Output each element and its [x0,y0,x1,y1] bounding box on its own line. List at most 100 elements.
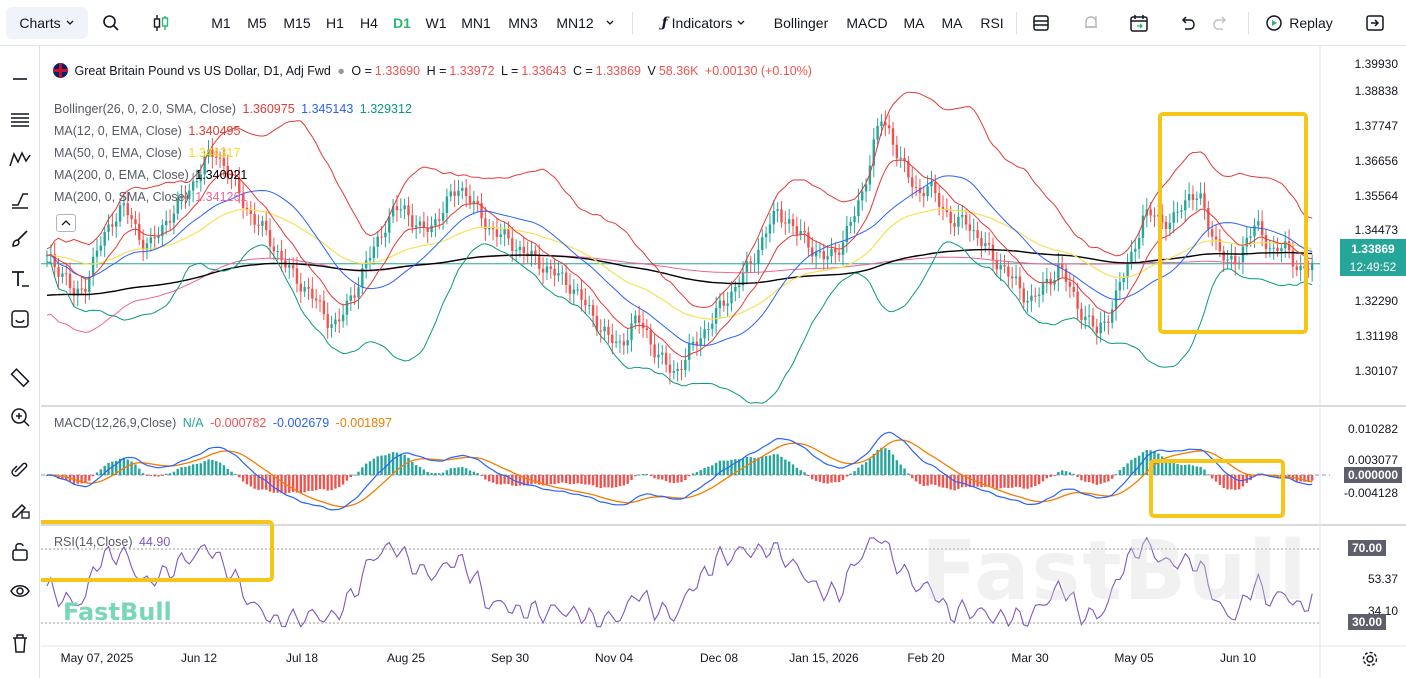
macd-histogram-bar [664,475,668,482]
text-tool[interactable] [4,264,36,294]
candle-body [999,265,1002,270]
quick-indicator-macd[interactable]: MACD [842,7,892,39]
macd-histogram-bar [830,475,833,483]
chart-area[interactable]: FastBull FastBull Great Britain Pound vs… [41,46,1406,678]
collapse-legend-button[interactable] [56,214,76,232]
macd-histogram-bar [345,475,349,481]
timeframe-m1[interactable]: M1 [208,7,234,39]
layout-button[interactable] [1026,7,1056,39]
timeframe-mn12[interactable]: MN12 [552,7,598,39]
macd-histogram-bar [484,475,487,480]
macd-histogram-bar [488,475,491,482]
macd-legend[interactable]: MACD(12,26,9,Close) N/A -0.000782 -0.002… [54,416,395,430]
candle-body [499,234,502,237]
macd-histogram-bar [668,475,672,483]
candle-body [1114,290,1118,310]
ma12-legend[interactable]: MA(12, 0, EMA, Close) 1.340495 [54,124,243,138]
quick-indicator-ma[interactable]: MA [898,7,930,39]
candle-body [288,265,291,268]
alert-button[interactable] [1076,7,1106,39]
macd-histogram-bar [495,475,499,485]
ruler-tool[interactable] [4,362,36,392]
macd-histogram-bar [226,468,229,475]
macd-histogram-bar [1187,464,1191,475]
timeframe-m15[interactable]: M15 [280,7,314,39]
candle-body [434,219,437,226]
macd-histogram-bar [522,475,526,486]
bollinger-legend[interactable]: Bollinger(26, 0, 2.0, SMA, Close) 1.3609… [54,102,415,116]
crosshair-tool[interactable] [4,64,36,94]
rsi-legend[interactable]: RSI(14,Close) 44.90 [54,535,173,549]
macd-histogram-bar [1207,474,1210,476]
close-label: C = [572,64,593,78]
charts-menu-button[interactable]: Charts [6,7,88,39]
candle-body [680,368,683,371]
brush-tool[interactable] [4,224,36,254]
date-axis-label: Jul 18 [285,651,319,665]
candle-body [876,125,879,140]
price-chart[interactable] [41,46,1406,678]
zoom-tool[interactable] [4,402,36,432]
hlines-tool[interactable] [4,104,36,134]
candle-body [1253,225,1256,237]
macd-histogram-bar [757,457,760,475]
ema200-legend[interactable]: MA(200, 0, EMA, Close) 1.340021 [54,168,250,182]
drawing-edit-tool[interactable] [4,494,36,524]
macd-histogram-bar [614,475,618,488]
quick-indicator-bollinger[interactable]: Bollinger [768,7,834,39]
ma12-label: MA(12, 0, EMA, Close) [54,124,182,138]
macd-histogram-bar [922,475,925,487]
macd-histogram-bar [322,475,326,490]
macd-histogram-bar [218,462,222,475]
quick-indicator-ma-2[interactable]: MA [936,7,968,39]
timeframe-d1[interactable]: D1 [392,7,412,39]
macd-histogram-bar [680,475,683,483]
macd-histogram-bar [730,459,733,475]
chart-type-button[interactable] [146,7,176,39]
undo-button[interactable] [1172,7,1202,39]
macd-histogram-bar [399,453,402,475]
macd-histogram-bar [695,472,699,475]
visibility-tool[interactable] [4,576,36,606]
timeframe-h1[interactable]: H1 [324,7,346,39]
replay-button[interactable]: Replay [1258,7,1340,39]
settings-button[interactable] [1361,650,1379,668]
macd-histogram-bar [849,473,852,475]
candle-body [426,227,429,233]
timeframe-w1[interactable]: W1 [424,7,448,39]
pattern-tool[interactable] [4,144,36,174]
candle-body [918,187,922,194]
redo-button[interactable] [1206,7,1236,39]
macd-histogram-bar [557,475,560,484]
emoji-tool[interactable] [4,304,36,334]
timeframe-mn1[interactable]: MN1 [458,7,494,39]
macd-histogram-bar [411,461,414,475]
candle-body [145,243,149,250]
indicators-button[interactable]: ƒ Indicators [650,7,758,39]
timeframe-mn3[interactable]: MN3 [504,7,542,39]
quick-indicator-rsi[interactable]: RSI [974,7,1010,39]
macd-histogram-bar [222,465,226,475]
timeframe-h4[interactable]: H4 [356,7,382,39]
bollinger-lower-line [46,241,1313,404]
candle-body [261,220,264,226]
candle-body [1310,262,1314,271]
lock-tool[interactable] [4,536,36,566]
more-timeframes-button[interactable] [602,7,618,39]
price-axis-label: 1.32290 [1354,294,1398,308]
sma200-legend[interactable]: MA(200, 0, SMA, Close) 1.341261 [54,190,250,204]
candlestick-icon [153,15,169,31]
calendar-button[interactable] [1124,7,1154,39]
delete-tool[interactable] [4,628,36,658]
smile-icon [11,310,29,328]
candle-body [872,139,875,166]
ma50-legend[interactable]: MA(50, 0, EMA, Close) 1.344317 [54,146,243,160]
macd-histogram-bar [480,475,483,477]
search-button[interactable] [96,7,126,39]
trend-tool[interactable] [4,184,36,214]
candle-body [911,177,914,187]
highlight-box-rsi [41,520,274,582]
timeframe-m5[interactable]: M5 [244,7,270,39]
magnet-tool[interactable] [4,454,36,484]
fullscreen-button[interactable] [1360,7,1390,39]
